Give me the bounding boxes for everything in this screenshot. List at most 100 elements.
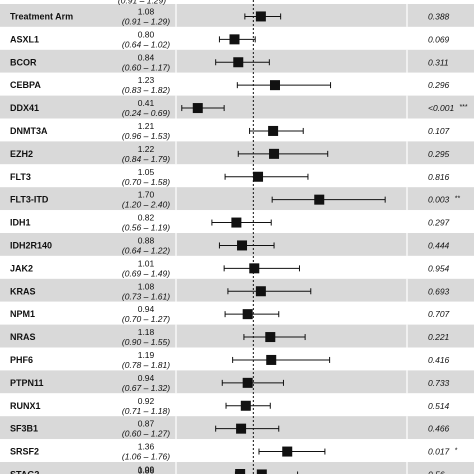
gene-label: PHF6 <box>10 355 33 365</box>
gene-label: BCOR <box>10 57 37 67</box>
significance-marker: *** <box>459 104 467 111</box>
hazard-ratio-marker <box>242 309 253 320</box>
ci-label: (0.69 – 1.49) <box>122 268 170 278</box>
hazard-ratio-marker <box>314 194 325 205</box>
hazard-ratio-label: 1.22 <box>138 144 155 154</box>
hazard-ratio-label: 1.21 <box>138 121 155 131</box>
p-value-label: 0.707 <box>428 309 450 319</box>
hazard-ratio-marker <box>229 34 240 45</box>
hazard-ratio-label: 0.82 <box>138 213 155 223</box>
hazard-ratio-label: 1.08 <box>138 6 155 16</box>
hazard-ratio-marker <box>240 400 251 411</box>
hazard-ratio-label: 0.41 <box>138 98 155 108</box>
p-value-label: 0.388 <box>428 11 450 21</box>
ci-label: (0.24 – 0.69) <box>122 108 170 118</box>
row-background-flt3-itd <box>0 187 474 211</box>
p-value-label: 0.444 <box>428 240 450 250</box>
gene-label: FLT3 <box>10 172 31 182</box>
hazard-ratio-label: 1.08 <box>138 281 155 291</box>
hazard-ratio-marker <box>236 423 247 434</box>
gene-label: KRAS <box>10 286 36 296</box>
gene-label: Treatment Arm <box>10 11 73 21</box>
row-background-ezh2 <box>0 141 474 165</box>
gene-label: NPM1 <box>10 309 35 319</box>
row-background-nras <box>0 324 474 348</box>
hazard-ratio-label: 1.19 <box>138 350 155 360</box>
hazard-ratio-label: 1.23 <box>138 75 155 85</box>
ci-label: (0.56 – 1.19) <box>122 223 170 233</box>
hazard-ratio-label: 0.80 <box>138 29 155 39</box>
p-value-label: 0.56 <box>428 469 445 474</box>
hazard-ratio-marker <box>268 125 279 136</box>
ci-label: (0.60 – 1.17) <box>122 62 170 72</box>
p-value-label: 0.296 <box>428 80 450 90</box>
gene-label: ASXL1 <box>10 34 39 44</box>
hazard-ratio-label: 1.70 <box>138 190 155 200</box>
hazard-ratio-marker <box>233 57 244 68</box>
row-background-kras <box>0 278 474 302</box>
p-value-label: 0.466 <box>428 424 450 434</box>
ci-label: (0.83 – 1.82) <box>122 85 170 95</box>
hazard-ratio-marker <box>253 171 264 182</box>
gene-label: CEBPA <box>10 80 41 90</box>
row-background-jak2 <box>0 255 474 279</box>
top-strip <box>0 0 474 4</box>
hazard-ratio-marker <box>266 354 277 365</box>
hazard-ratio-marker <box>282 446 293 457</box>
gene-label: SRSF2 <box>10 447 39 457</box>
ci-label: (0.64 – 1.22) <box>122 245 170 255</box>
p-value-label: 0.003 <box>428 195 450 205</box>
row-background-flt3 <box>0 164 474 188</box>
hazard-ratio-marker <box>265 332 276 343</box>
p-value-label: 0.416 <box>428 355 450 365</box>
ci-label: (1.06 – 1.76) <box>122 452 170 462</box>
ci-label: (0.70 – 1.58) <box>122 177 170 187</box>
ci-label: (0.60 – 1.27) <box>122 429 170 439</box>
hazard-ratio-label: 1.01 <box>138 258 155 268</box>
significance-marker: ** <box>455 196 461 203</box>
text-layer: (0.91 – 1.29)Treatment Arm 1.08(0.91 – 1.… <box>10 0 468 474</box>
row-background-runx1 <box>0 393 474 417</box>
gene-label: NRAS <box>10 332 36 342</box>
ci-label: (0.90 – 1.55) <box>122 337 170 347</box>
ci-label: (0.67 – 1.32) <box>122 383 170 393</box>
hazard-ratio-label: 0.84 <box>138 52 155 62</box>
hazard-ratio-marker <box>269 80 280 91</box>
p-value-label: 0.295 <box>428 149 450 159</box>
row-background-npm1 <box>0 301 474 325</box>
row-background-srsf2 <box>0 439 474 462</box>
hazard-ratio-marker <box>249 263 260 274</box>
hazard-ratio-marker <box>231 217 242 228</box>
hazard-ratio-marker <box>256 469 267 474</box>
gene-label: IDH2R140 <box>10 240 52 250</box>
p-value-label: 0.069 <box>428 34 450 44</box>
gene-label: EZH2 <box>10 149 33 159</box>
gene-label: DDX41 <box>10 103 39 113</box>
hazard-ratio-label: 1.36 <box>138 442 155 452</box>
p-value-label: 0.733 <box>428 378 450 388</box>
p-value-label: 0.017 <box>428 447 450 457</box>
row-background-ptpn11 <box>0 370 474 394</box>
hazard-ratio-label: 1.09 <box>138 464 155 474</box>
row-background-idh2r140 <box>0 233 474 256</box>
p-value-label: 0.816 <box>428 172 450 182</box>
gene-label: SF3B1 <box>10 424 38 434</box>
ci-label: (0.91 – 1.29) <box>122 16 170 26</box>
hazard-ratio-label: 0.94 <box>138 373 155 383</box>
gene-label: RUNX1 <box>10 401 41 411</box>
p-value-label: 0.954 <box>428 263 450 273</box>
ci-label: (0.78 – 1.81) <box>122 360 170 370</box>
significance-marker: * <box>455 448 458 455</box>
gene-label: FLT3-ITD <box>10 195 49 205</box>
hazard-ratio-label: 1.18 <box>138 327 155 337</box>
row-background-treatment-arm <box>0 4 474 27</box>
ci-label: (0.84 – 1.79) <box>122 154 170 164</box>
gene-label: STAG2 <box>10 469 39 474</box>
hazard-ratio-marker <box>269 148 280 159</box>
p-value-label: 0.107 <box>428 126 450 136</box>
row-background-phf6 <box>0 347 474 371</box>
gene-label: IDH1 <box>10 218 31 228</box>
ci-label: (0.96 – 1.53) <box>122 131 170 141</box>
